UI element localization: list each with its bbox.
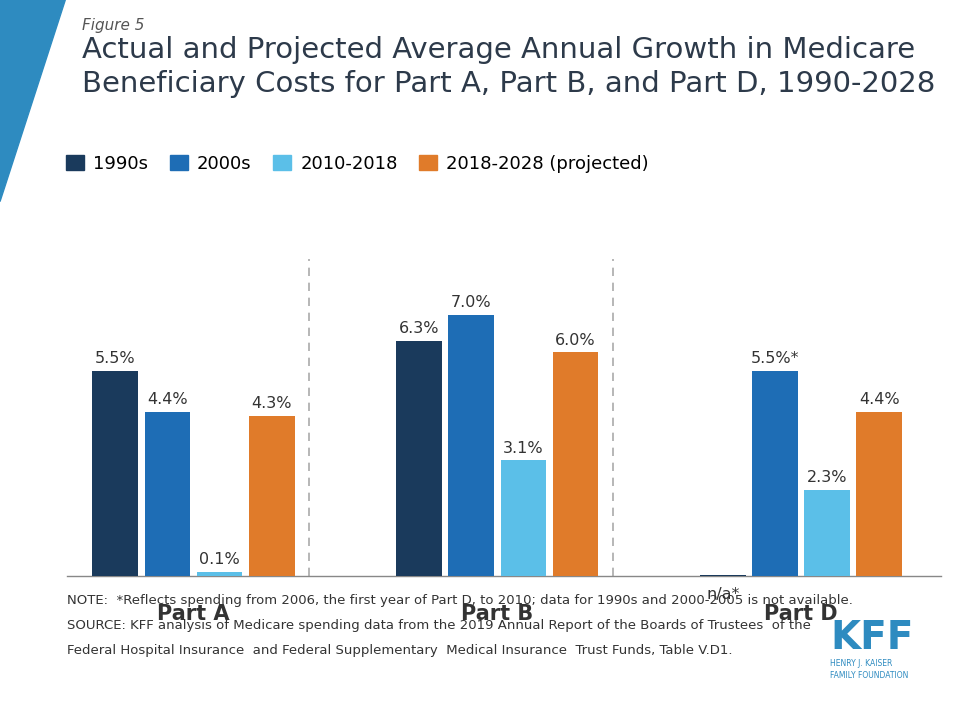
Text: NOTE:  *Reflects spending from 2006, the first year of Part D, to 2010; data for: NOTE: *Reflects spending from 2006, the … <box>67 594 853 607</box>
Text: Federal Hospital Insurance  and Federal Supplementary  Medical Insurance  Trust : Federal Hospital Insurance and Federal S… <box>67 644 732 657</box>
Bar <box>448 315 494 576</box>
Text: Part D: Part D <box>764 604 838 624</box>
Text: 4.3%: 4.3% <box>252 396 292 411</box>
Bar <box>396 341 442 576</box>
Legend: 1990s, 2000s, 2010-2018, 2018-2028 (projected): 1990s, 2000s, 2010-2018, 2018-2028 (proj… <box>59 148 656 180</box>
Bar <box>500 461 546 576</box>
Bar <box>804 490 850 576</box>
Text: 7.0%: 7.0% <box>451 295 492 310</box>
Text: HENRY J. KAISER
FAMILY FOUNDATION: HENRY J. KAISER FAMILY FOUNDATION <box>830 659 909 680</box>
Bar <box>197 572 243 576</box>
Text: 4.4%: 4.4% <box>147 392 188 408</box>
Text: KFF: KFF <box>830 619 914 657</box>
Text: Part A: Part A <box>157 604 229 624</box>
Text: 4.4%: 4.4% <box>859 392 900 408</box>
Text: Figure 5: Figure 5 <box>82 18 144 33</box>
Bar <box>92 371 138 576</box>
Text: 3.1%: 3.1% <box>503 441 543 456</box>
Bar <box>752 371 798 576</box>
Text: Actual and Projected Average Annual Growth in Medicare
Beneficiary Costs for Par: Actual and Projected Average Annual Grow… <box>82 36 935 97</box>
Text: 2.3%: 2.3% <box>806 470 848 485</box>
Bar <box>249 415 295 576</box>
Text: 5.5%: 5.5% <box>95 351 135 366</box>
Text: 5.5%*: 5.5%* <box>751 351 800 366</box>
Text: 0.1%: 0.1% <box>200 552 240 567</box>
Text: Part B: Part B <box>461 604 534 624</box>
Text: n/a*: n/a* <box>707 588 739 602</box>
Text: SOURCE: KFF analysis of Medicare spending data from the 2019 Annual Report of th: SOURCE: KFF analysis of Medicare spendin… <box>67 619 811 632</box>
Text: 6.3%: 6.3% <box>398 321 440 336</box>
Bar <box>553 352 598 576</box>
Bar <box>700 575 746 576</box>
Text: 6.0%: 6.0% <box>555 333 596 348</box>
Bar <box>856 412 902 576</box>
Bar <box>145 412 190 576</box>
